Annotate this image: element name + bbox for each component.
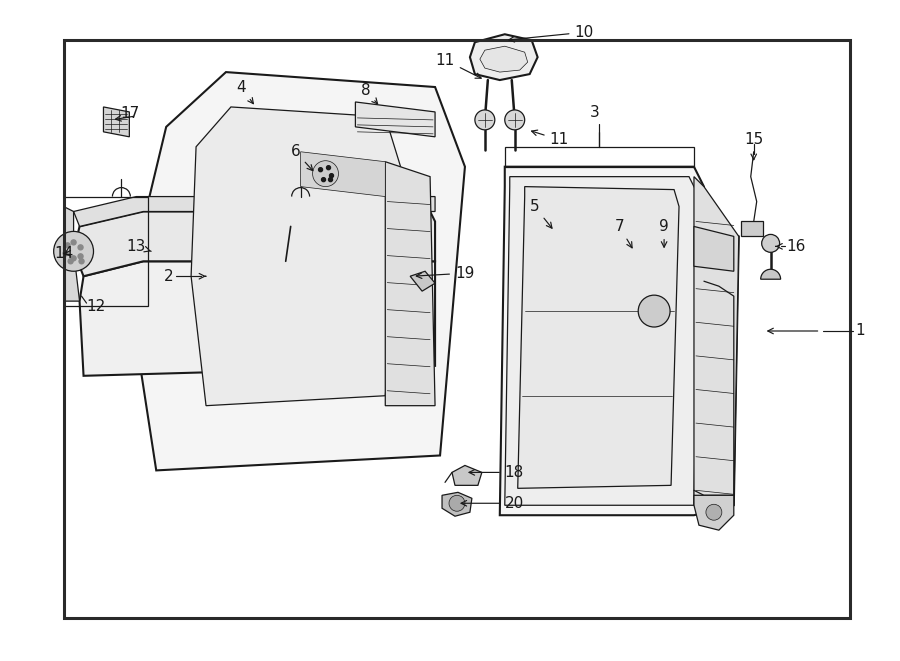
Text: 13: 13 — [126, 239, 151, 254]
Text: 4: 4 — [236, 79, 254, 104]
Text: 12: 12 — [86, 299, 106, 313]
Polygon shape — [301, 152, 385, 196]
Polygon shape — [191, 107, 405, 406]
Polygon shape — [694, 176, 739, 505]
Text: 16: 16 — [787, 239, 806, 254]
Circle shape — [328, 178, 332, 182]
Circle shape — [54, 231, 94, 271]
Circle shape — [329, 174, 334, 178]
Circle shape — [449, 495, 465, 511]
Polygon shape — [74, 196, 435, 227]
Circle shape — [327, 166, 330, 170]
Polygon shape — [104, 107, 130, 137]
Text: 15: 15 — [744, 132, 763, 147]
Text: 10: 10 — [508, 24, 594, 42]
Circle shape — [706, 504, 722, 520]
Text: 8: 8 — [361, 83, 378, 104]
Text: 11: 11 — [436, 53, 482, 78]
Bar — [64, 196, 148, 306]
Text: 20: 20 — [461, 496, 524, 511]
Polygon shape — [136, 72, 465, 471]
Polygon shape — [385, 162, 435, 406]
Text: 9: 9 — [659, 219, 669, 247]
Wedge shape — [760, 269, 780, 279]
Circle shape — [475, 110, 495, 130]
Text: 7: 7 — [615, 219, 632, 248]
Polygon shape — [410, 271, 435, 291]
Circle shape — [65, 243, 70, 248]
Text: 17: 17 — [120, 106, 140, 122]
Polygon shape — [694, 495, 733, 530]
Circle shape — [505, 110, 525, 130]
Text: 18: 18 — [469, 465, 524, 480]
Polygon shape — [74, 212, 435, 276]
Circle shape — [71, 240, 76, 245]
Text: 14: 14 — [54, 246, 74, 261]
Text: 3: 3 — [590, 105, 599, 120]
Circle shape — [78, 245, 83, 250]
Bar — [741, 221, 762, 237]
Polygon shape — [518, 186, 679, 488]
Text: 6: 6 — [291, 144, 313, 171]
Text: 1: 1 — [856, 323, 865, 338]
Bar — [64, 40, 850, 618]
Circle shape — [68, 259, 73, 264]
Polygon shape — [79, 261, 435, 376]
Polygon shape — [442, 492, 472, 516]
Polygon shape — [356, 102, 435, 137]
Polygon shape — [480, 46, 527, 72]
Circle shape — [79, 259, 84, 264]
Text: 11: 11 — [532, 130, 569, 147]
Polygon shape — [452, 465, 482, 485]
Text: 5: 5 — [530, 199, 552, 228]
Circle shape — [321, 178, 326, 182]
Polygon shape — [505, 176, 699, 505]
Polygon shape — [64, 206, 79, 301]
Polygon shape — [470, 34, 537, 80]
Circle shape — [312, 161, 338, 186]
Text: 2: 2 — [164, 269, 173, 284]
Polygon shape — [500, 167, 739, 515]
Circle shape — [761, 235, 779, 253]
Circle shape — [638, 295, 670, 327]
Circle shape — [319, 168, 322, 172]
Circle shape — [78, 254, 83, 259]
Polygon shape — [694, 227, 733, 271]
Circle shape — [71, 256, 76, 261]
Text: 19: 19 — [416, 266, 474, 281]
Circle shape — [63, 251, 68, 256]
